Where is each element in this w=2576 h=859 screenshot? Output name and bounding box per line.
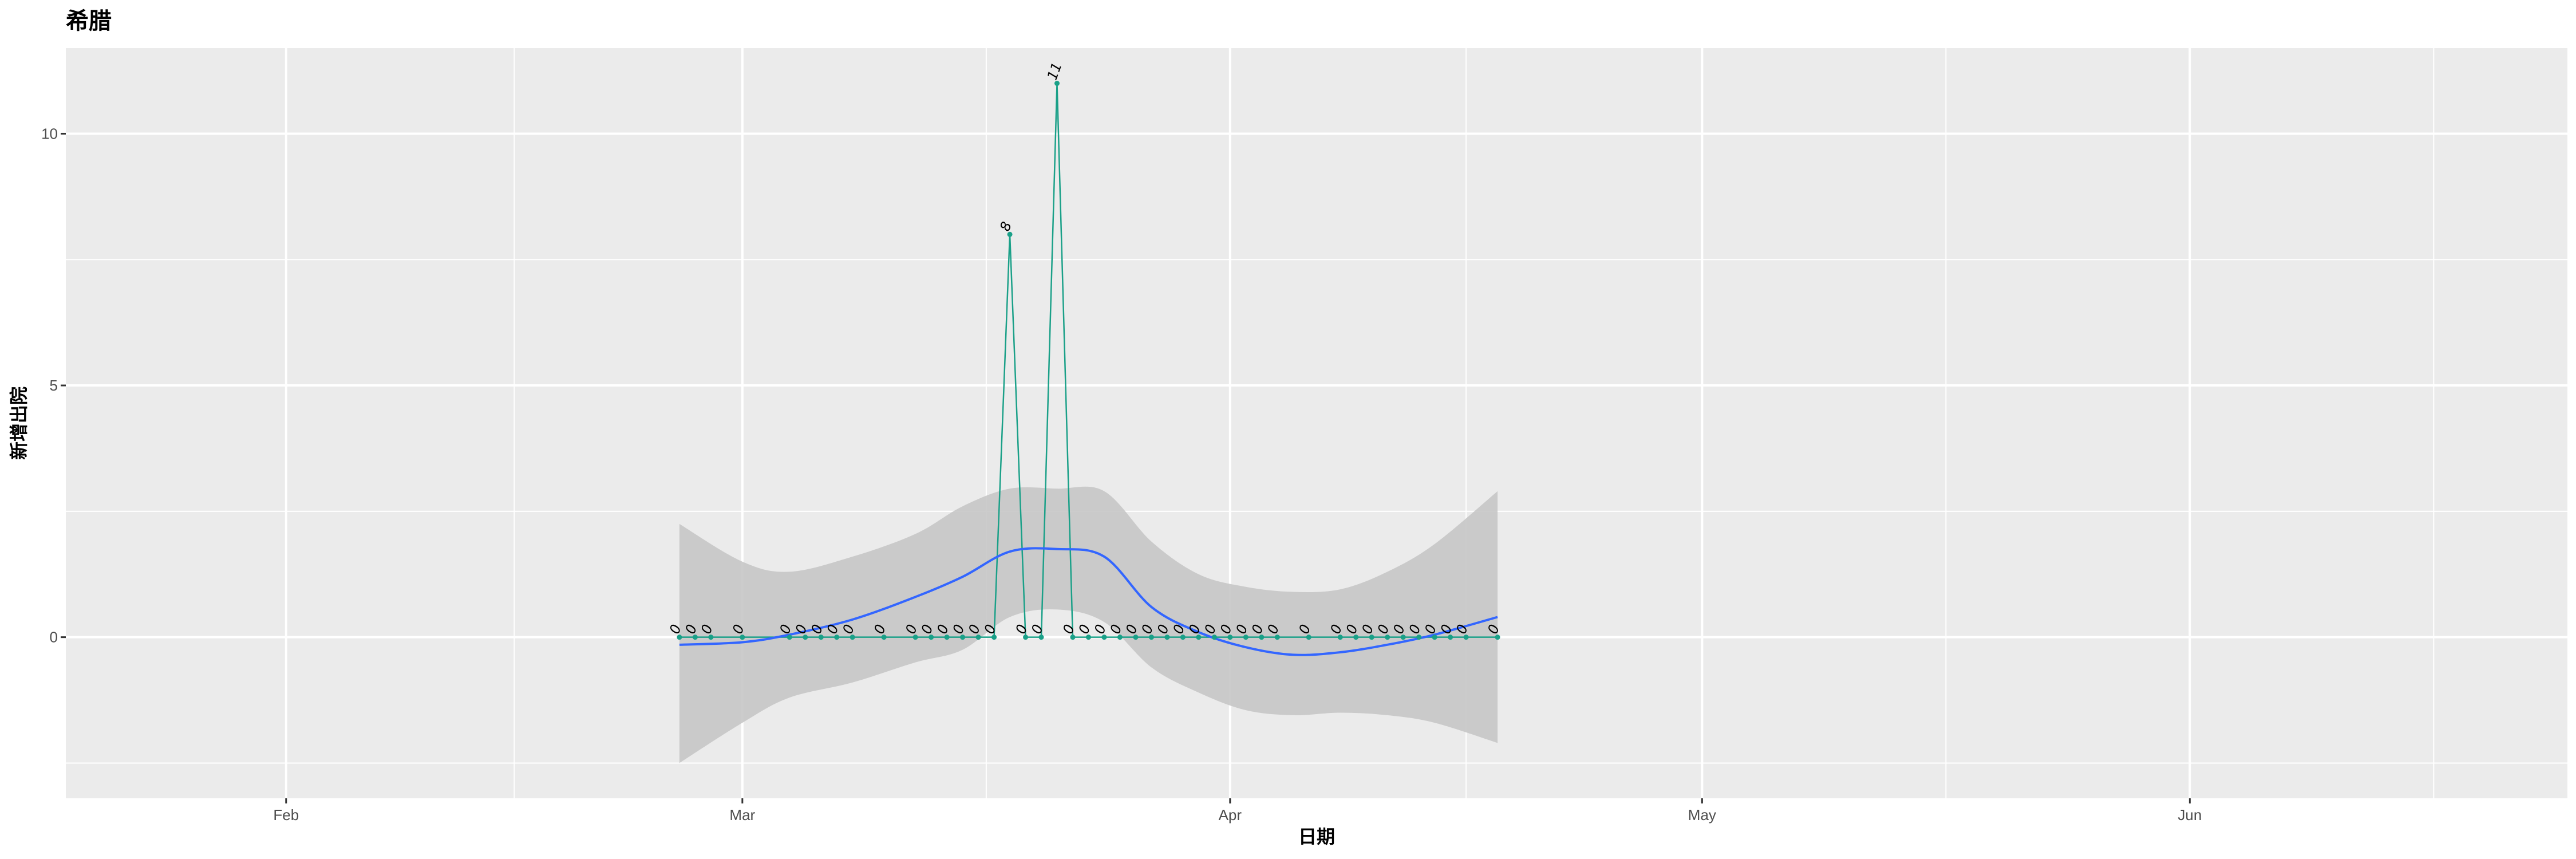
points-layer	[677, 81, 1500, 640]
data-point	[1227, 635, 1233, 640]
confidence-ribbon	[679, 486, 1498, 763]
x-axis-title: 日期	[1298, 826, 1335, 848]
data-point	[912, 635, 918, 640]
data-point	[803, 635, 808, 640]
data-point	[1337, 635, 1343, 640]
data-point	[929, 635, 934, 640]
x-tick-label: Jun	[2178, 806, 2202, 823]
data-point	[850, 635, 855, 640]
data-point	[1117, 635, 1123, 640]
data-point	[1196, 635, 1202, 640]
data-point	[1432, 635, 1437, 640]
chart-title: 希腊	[66, 8, 112, 34]
data-point	[1133, 635, 1139, 640]
data-point	[1274, 635, 1280, 640]
data-point	[944, 635, 950, 640]
y-tick-label: 5	[50, 377, 58, 394]
data-point	[975, 635, 981, 640]
data-point	[1148, 635, 1154, 640]
x-tick-label: Apr	[1219, 806, 1242, 823]
data-point	[708, 635, 714, 640]
y-tick-label: 0	[50, 629, 58, 646]
data-point	[1211, 635, 1217, 640]
data-point	[834, 635, 840, 640]
data-point	[1070, 635, 1076, 640]
smooth-layer	[679, 547, 1498, 656]
data-point	[818, 635, 824, 640]
data-point	[1038, 635, 1044, 640]
data-point	[692, 635, 698, 640]
data-point	[881, 635, 887, 640]
y-tick-label: 10	[41, 125, 58, 142]
data-point	[1448, 635, 1453, 640]
data-point	[1416, 635, 1422, 640]
grid-minor	[66, 48, 2567, 798]
confidence-ribbon-layer	[679, 486, 1498, 763]
data-point	[1243, 635, 1249, 640]
data-point	[1007, 231, 1013, 237]
data-point	[1306, 635, 1311, 640]
x-tick-label: May	[1688, 806, 1716, 823]
data-point	[991, 635, 997, 640]
x-tick-label: Mar	[729, 806, 755, 823]
data-point	[677, 635, 682, 640]
data-point	[1259, 635, 1265, 640]
data-point	[787, 635, 792, 640]
x-axis: Feb Mar Apr May Jun	[273, 798, 2202, 823]
data-point	[1085, 635, 1091, 640]
data-point	[1353, 635, 1359, 640]
data-point	[960, 635, 966, 640]
data-point	[1164, 635, 1170, 640]
data-point	[1180, 635, 1186, 640]
y-axis: 0 5 10	[41, 125, 66, 646]
data-point	[1400, 635, 1406, 640]
data-point	[1385, 635, 1390, 640]
data-point	[1369, 635, 1374, 640]
x-tick-label: Feb	[273, 806, 299, 823]
y-axis-title: 新增出院	[8, 387, 30, 460]
data-point	[1023, 635, 1029, 640]
smooth-line	[679, 547, 1498, 656]
data-point	[1495, 635, 1500, 640]
data-point	[1054, 81, 1060, 86]
data-point	[1463, 635, 1469, 640]
data-point	[740, 635, 745, 640]
data-point	[1101, 635, 1107, 640]
